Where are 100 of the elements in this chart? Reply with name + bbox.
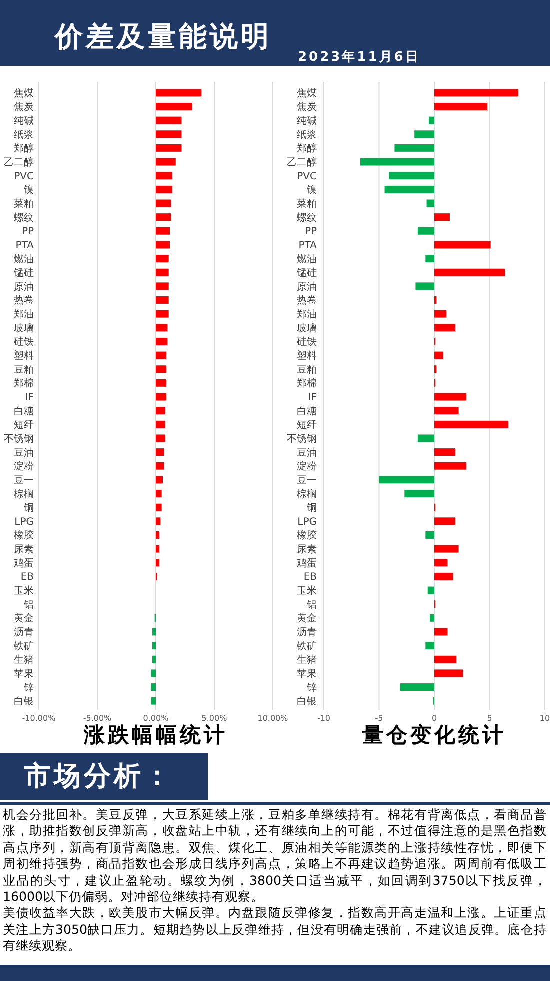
bar xyxy=(428,116,434,124)
y-tick-label: 焦炭 xyxy=(14,101,34,114)
y-tick-label: 豆粕 xyxy=(14,364,34,376)
bar xyxy=(434,393,467,401)
x-tick-label: 5 xyxy=(487,714,492,723)
bar xyxy=(156,338,168,346)
bar xyxy=(426,642,434,650)
bar xyxy=(151,684,156,691)
y-tick-label: 尿素 xyxy=(14,544,34,556)
bar xyxy=(434,448,456,456)
bar xyxy=(434,628,448,636)
y-tick-label: EB xyxy=(304,572,318,584)
x-tick-label: -10 xyxy=(317,714,331,723)
bar xyxy=(404,490,434,498)
y-tick-label: 棕榈 xyxy=(14,488,34,500)
y-tick-label: 郑油 xyxy=(297,308,317,321)
y-tick-label: 乙二醇 xyxy=(287,156,317,169)
y-tick-label: 生猪 xyxy=(14,654,34,666)
y-tick-label: 淀粉 xyxy=(14,460,34,473)
bar xyxy=(156,130,182,138)
y-tick-label: 白银 xyxy=(14,696,34,708)
bar xyxy=(156,420,166,428)
y-tick-label: 纯碱 xyxy=(14,115,34,128)
y-tick-label: 锌 xyxy=(306,682,317,694)
bar xyxy=(152,656,156,664)
bar xyxy=(434,670,464,678)
bar xyxy=(434,310,447,318)
bar xyxy=(156,268,169,276)
y-tick-label: 塑料 xyxy=(14,350,34,362)
bar xyxy=(426,531,434,539)
bar xyxy=(152,642,156,650)
bar xyxy=(389,172,434,180)
bar xyxy=(156,545,160,553)
bar xyxy=(156,324,168,332)
y-tick-label: 热卷 xyxy=(297,294,317,307)
bar xyxy=(156,504,162,512)
y-tick-label: PP xyxy=(304,226,317,238)
y-tick-label: PTA xyxy=(16,240,34,252)
y-tick-label: LPG xyxy=(14,516,34,528)
y-tick-label: 豆一 xyxy=(14,475,34,486)
y-tick-label: 原油 xyxy=(14,280,34,293)
y-tick-label: 乙二醇 xyxy=(4,156,34,169)
bar xyxy=(428,586,434,594)
y-tick-label: 焦炭 xyxy=(297,101,317,114)
bar xyxy=(156,255,169,263)
bar xyxy=(360,158,434,166)
bar xyxy=(156,172,172,180)
x-tick-label: -5 xyxy=(375,714,384,723)
bar xyxy=(156,393,167,401)
bar xyxy=(434,324,456,332)
bar xyxy=(434,352,444,360)
x-tick-label: 0.00% xyxy=(143,714,170,723)
y-tick-label: 铝 xyxy=(23,600,34,611)
bar xyxy=(156,214,172,222)
bar xyxy=(156,186,172,194)
bar xyxy=(434,103,488,110)
y-tick-label: 豆粕 xyxy=(297,364,317,376)
bar xyxy=(400,684,434,691)
bar xyxy=(434,407,459,415)
y-tick-label: 不锈钢 xyxy=(4,434,34,445)
bar xyxy=(394,144,434,152)
y-tick-label: 橡胶 xyxy=(14,530,34,542)
text: 美债收益率大跌，欧美股市大幅反弹。内盘跟随反弹修复，指数高开高走温和上涨。上证重点关注上方3050缺口压力。短期趋势以上反弹维持，但没有明确走强前，不建议追反弹。底仓持有继续观察。 xyxy=(3,905,547,955)
y-tick-label: 尿素 xyxy=(297,544,317,556)
y-tick-label: 豆油 xyxy=(297,446,317,459)
y-tick-label: PVC xyxy=(14,171,34,182)
y-tick-label: 郑醇 xyxy=(297,142,317,155)
y-tick-label: IF xyxy=(25,392,34,404)
bar xyxy=(156,89,202,97)
y-tick-label: PVC xyxy=(297,171,318,182)
bar xyxy=(434,214,450,222)
bar xyxy=(416,282,434,290)
y-tick-label: 硅铁 xyxy=(13,336,34,348)
bar xyxy=(156,227,170,235)
bar xyxy=(156,352,167,360)
y-tick-label: 锰硅 xyxy=(13,267,34,280)
y-tick-label: 锌 xyxy=(23,682,34,694)
y-tick-label: 焦煤 xyxy=(14,87,34,100)
y-tick-label: 原油 xyxy=(297,280,317,293)
bar xyxy=(156,518,161,526)
y-tick-label: PTA xyxy=(298,240,318,252)
bar xyxy=(156,448,164,456)
bar xyxy=(156,116,182,124)
bar xyxy=(151,697,156,705)
bar xyxy=(156,407,166,415)
bar xyxy=(156,379,167,387)
y-tick-label: 热卷 xyxy=(14,294,34,307)
x-tick-label: -10.00% xyxy=(22,714,56,723)
bar xyxy=(156,462,164,470)
bar xyxy=(430,614,434,622)
bar xyxy=(384,186,434,194)
y-tick-label: PP xyxy=(22,226,34,238)
x-tick-label: 10 xyxy=(540,714,550,723)
bar xyxy=(434,241,491,249)
y-tick-label: 菜粕 xyxy=(14,198,34,210)
bar xyxy=(434,268,506,276)
y-tick-label: 燃油 xyxy=(14,253,34,266)
y-tick-label: 郑棉 xyxy=(297,378,317,390)
y-tick-label: 白糖 xyxy=(14,405,34,418)
bar xyxy=(434,518,456,526)
